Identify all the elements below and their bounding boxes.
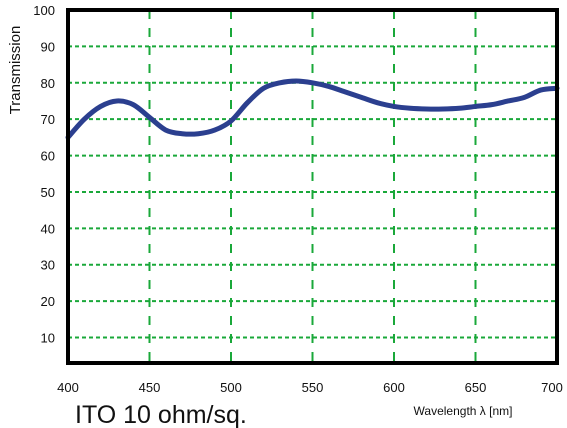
x-axis-label: Wavelength λ [nm]: [414, 404, 513, 418]
grid-lines: [68, 10, 557, 363]
x-tick-label: 400: [57, 380, 79, 395]
x-tick-label: 500: [220, 380, 242, 395]
y-tick-label: 80: [41, 76, 55, 91]
y-tick-label: 20: [41, 294, 55, 309]
y-tick-label: 40: [41, 221, 55, 236]
x-tick-label: 450: [139, 380, 161, 395]
x-tick-labels: 400 450 500 550 600 650 700: [57, 380, 563, 395]
series-layer: [65, 78, 560, 140]
y-tick-label: 10: [41, 331, 55, 346]
y-tick-label: 90: [41, 39, 55, 54]
caption: ITO 10 ohm/sq.: [75, 401, 247, 428]
y-tick-label: 50: [41, 185, 55, 200]
transmission-curve: [65, 78, 560, 140]
plot-frame: [66, 8, 559, 365]
y-tick-label: 100: [33, 3, 55, 18]
x-tick-label: 650: [465, 380, 487, 395]
x-tick-label: 700: [541, 380, 563, 395]
x-tick-label: 550: [302, 380, 324, 395]
y-tick-labels: 10 20 30 40 50 60 70 80 90 100: [33, 3, 55, 346]
y-tick-label: 70: [41, 112, 55, 127]
x-tick-label: 600: [383, 380, 405, 395]
plot-border: [66, 8, 559, 365]
y-tick-label: 60: [41, 149, 55, 164]
y-tick-label: 30: [41, 258, 55, 273]
y-axis-label: Transmission: [7, 26, 24, 115]
